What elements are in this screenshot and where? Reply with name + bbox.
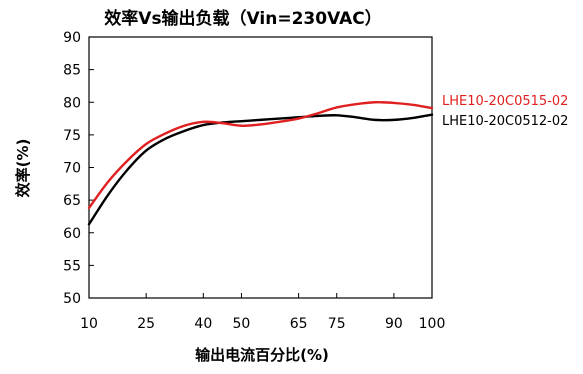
x-tick-label: 40	[194, 316, 212, 332]
chart-title: 效率Vs输出负载（Vin=230VAC）	[104, 8, 381, 29]
y-tick-label: 50	[63, 291, 81, 307]
x-tick-label: 100	[419, 316, 446, 332]
y-axis-label: 效率(%)	[14, 139, 32, 198]
y-tick-label: 65	[63, 193, 81, 209]
x-tick-label: 25	[137, 316, 155, 332]
x-tick-label: 10	[80, 316, 98, 332]
y-tick-label: 70	[63, 161, 81, 177]
y-tick-label: 75	[63, 128, 81, 144]
x-tick-label: 65	[290, 316, 308, 332]
y-tick-label: 90	[63, 30, 81, 46]
legend-entry-2: LHE10-20C0512-02	[442, 114, 568, 129]
y-tick-label: 85	[63, 63, 81, 79]
series-line-lhe10-20c0515-02	[87, 100, 434, 210]
x-axis-label: 输出电流百分比(%)	[195, 346, 329, 364]
plot-area	[88, 36, 433, 299]
y-tick-label: 55	[63, 258, 81, 274]
x-tick-label: 50	[233, 316, 251, 332]
x-tick-label: 75	[328, 316, 346, 332]
series-layer	[87, 100, 434, 226]
axes: 50 55 60 65 70 75 80 85 90 10 25 40 50 65 75 90 100	[63, 30, 445, 332]
series-line-lhe10-20c0512-02	[87, 113, 434, 226]
legend: LHE10-20C0515-02 LHE10-20C0512-02	[442, 94, 568, 129]
legend-entry-1: LHE10-20C0515-02	[442, 94, 568, 109]
x-tick-label: 90	[385, 316, 403, 332]
y-tick-label: 60	[63, 226, 81, 242]
plot-frame	[88, 36, 433, 299]
y-tick-label: 80	[63, 95, 81, 111]
